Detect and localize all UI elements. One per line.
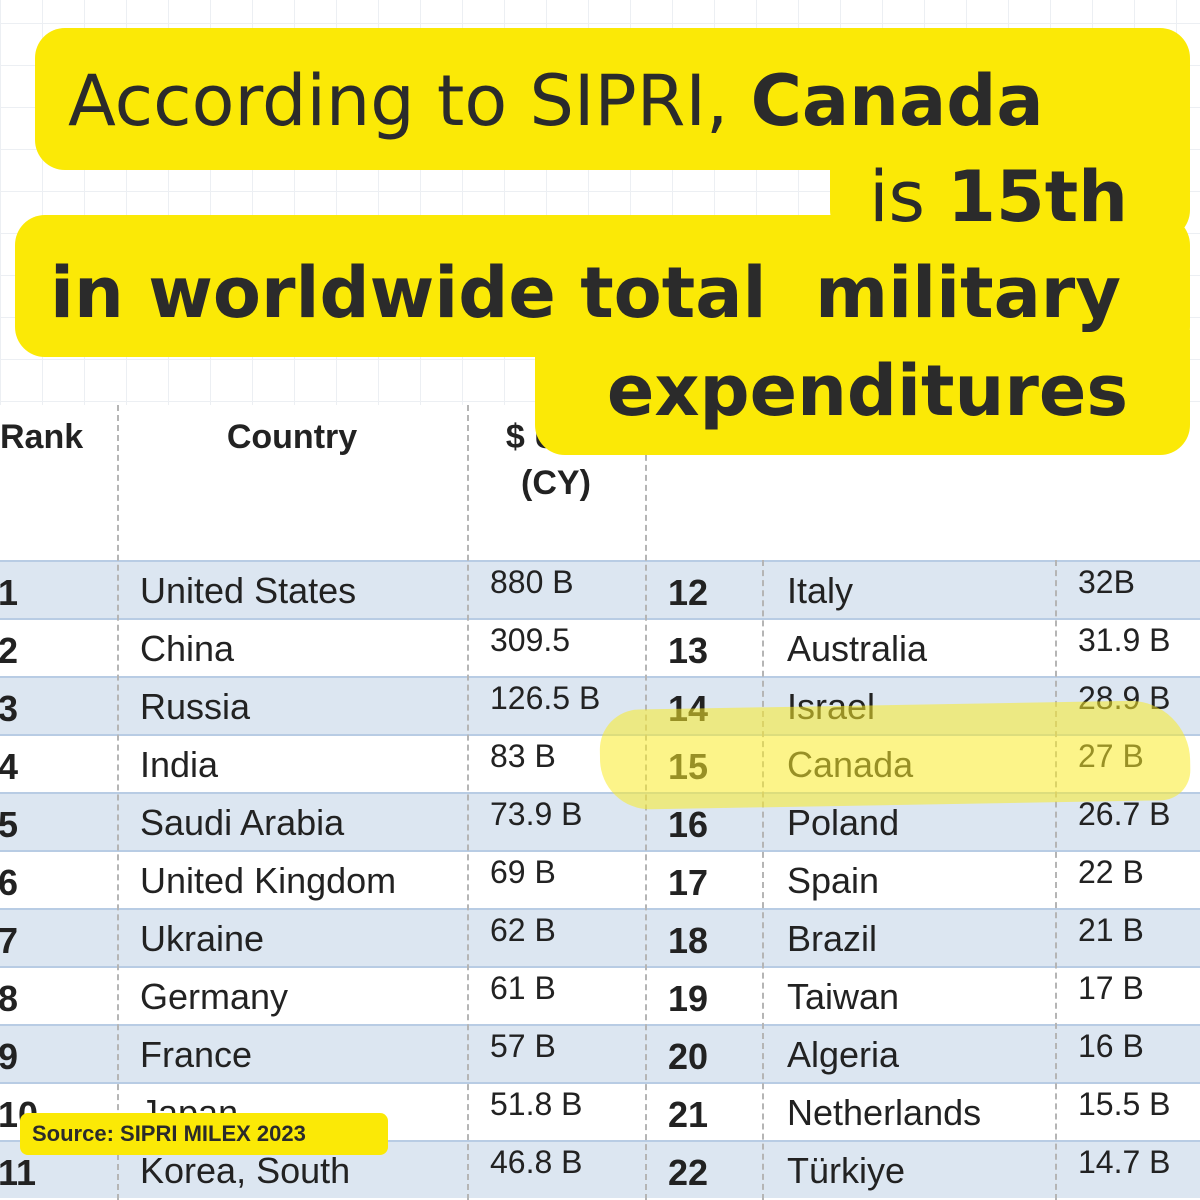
rank-cell: 20 <box>668 1036 709 1077</box>
table-row <box>0 850 645 908</box>
value-cell: 83 B <box>490 738 556 774</box>
value-cell: 61 B <box>490 970 556 1006</box>
table-row <box>645 1024 1200 1082</box>
value-cell: 21 B <box>1078 912 1144 948</box>
rank-cell: 19 <box>668 978 709 1019</box>
table-row <box>645 908 1200 966</box>
value-cell: 32B <box>1078 564 1135 600</box>
value-cell: 15.5 B <box>1078 1086 1171 1122</box>
table-row <box>0 560 645 618</box>
country-cell: Russia <box>140 686 251 727</box>
rank-cell: 13 <box>668 630 709 671</box>
table-row <box>645 1140 1200 1198</box>
value-cell: 22 B <box>1078 854 1144 890</box>
source-label: Source: SIPRI MILEX 2023 <box>20 1113 388 1155</box>
table-row <box>0 676 645 734</box>
column-divider <box>117 405 119 1200</box>
country-cell: Italy <box>787 570 854 611</box>
table-row <box>0 1024 645 1082</box>
country-cell: Algeria <box>787 1034 900 1075</box>
rank-cell: 9 <box>0 1036 19 1077</box>
country-cell: Korea, South <box>140 1150 351 1191</box>
rank-cell: 3 <box>0 688 19 729</box>
table-row <box>645 1082 1200 1140</box>
value-cell: 17 B <box>1078 970 1144 1006</box>
headline-bold: Canada <box>750 60 1044 142</box>
table-row <box>645 618 1200 676</box>
highlight <box>599 699 1191 811</box>
country-cell: Australia <box>787 628 928 669</box>
rank-cell: 18 <box>668 920 709 961</box>
table-row <box>645 966 1200 1024</box>
rank-cell: 21 <box>668 1094 709 1135</box>
value-cell: 73.9 B <box>490 796 583 832</box>
rank-cell: 16 <box>668 804 709 845</box>
table-row <box>645 560 1200 618</box>
headline-line: According to SIPRI, Canada <box>68 66 1044 136</box>
column-divider <box>467 405 469 1200</box>
rank-cell: 1 <box>0 572 19 613</box>
value-cell: 26.7 B <box>1078 796 1171 832</box>
value-cell: 16 B <box>1078 1028 1144 1064</box>
country-cell: Ukraine <box>140 918 265 959</box>
rank-cell: 8 <box>0 978 19 1019</box>
column-divider <box>1055 560 1057 1200</box>
rank-cell: 7 <box>0 920 19 961</box>
headline-bold: 15th <box>947 156 1128 238</box>
rank-cell: 17 <box>668 862 709 903</box>
country-cell: Taiwan <box>787 976 900 1017</box>
headline-line: is 15th <box>869 162 1128 232</box>
country-cell: France <box>140 1034 253 1075</box>
headline-text: According to SIPRI, <box>68 60 729 142</box>
country-cell: Netherlands <box>787 1092 982 1133</box>
rank-cell: 2 <box>0 630 19 671</box>
rank-cell: 4 <box>0 746 19 787</box>
country-cell: Spain <box>787 860 880 901</box>
value-cell: 57 B <box>490 1028 556 1064</box>
table-row <box>0 734 645 792</box>
country-cell: Saudi Arabia <box>140 802 345 843</box>
value-cell: 46.8 B <box>490 1144 583 1180</box>
value-cell: 31.9 B <box>1078 622 1171 658</box>
country-cell: Türkiye <box>787 1150 906 1191</box>
value-cell: 69 B <box>490 854 556 890</box>
column-divider <box>762 560 764 1200</box>
table-row <box>0 966 645 1024</box>
country-cell: Poland <box>787 802 900 843</box>
country-cell: China <box>140 628 235 669</box>
country-cell: United Kingdom <box>140 860 397 901</box>
rank-cell: 11 <box>0 1152 37 1193</box>
value-cell: 126.5 B <box>490 680 601 716</box>
table-row <box>0 618 645 676</box>
header-cell: Rank <box>0 418 84 456</box>
table-row <box>645 850 1200 908</box>
table-row <box>0 792 645 850</box>
headline-line: expenditures <box>606 350 1128 432</box>
rank-cell: 5 <box>0 804 19 845</box>
value-cell: 880 B <box>490 564 574 600</box>
headline-box <box>535 330 1190 455</box>
rank-cell: 22 <box>668 1152 709 1193</box>
country-cell: Brazil <box>787 918 878 959</box>
country-cell: Germany <box>140 976 289 1017</box>
headline-text: is <box>869 156 926 238</box>
rank-cell: 12 <box>668 572 709 613</box>
country-cell: India <box>140 744 219 785</box>
headline-line: in worldwide total military <box>50 252 1121 334</box>
value-cell: 51.8 B <box>490 1086 583 1122</box>
rank-cell: 6 <box>0 862 19 903</box>
value-cell: 62 B <box>490 912 556 948</box>
value-cell: 309.5 <box>490 622 571 658</box>
country-cell: United States <box>140 570 357 611</box>
table-row <box>0 908 645 966</box>
value-cell: 14.7 B <box>1078 1144 1171 1180</box>
header-cell: Country <box>226 418 358 456</box>
